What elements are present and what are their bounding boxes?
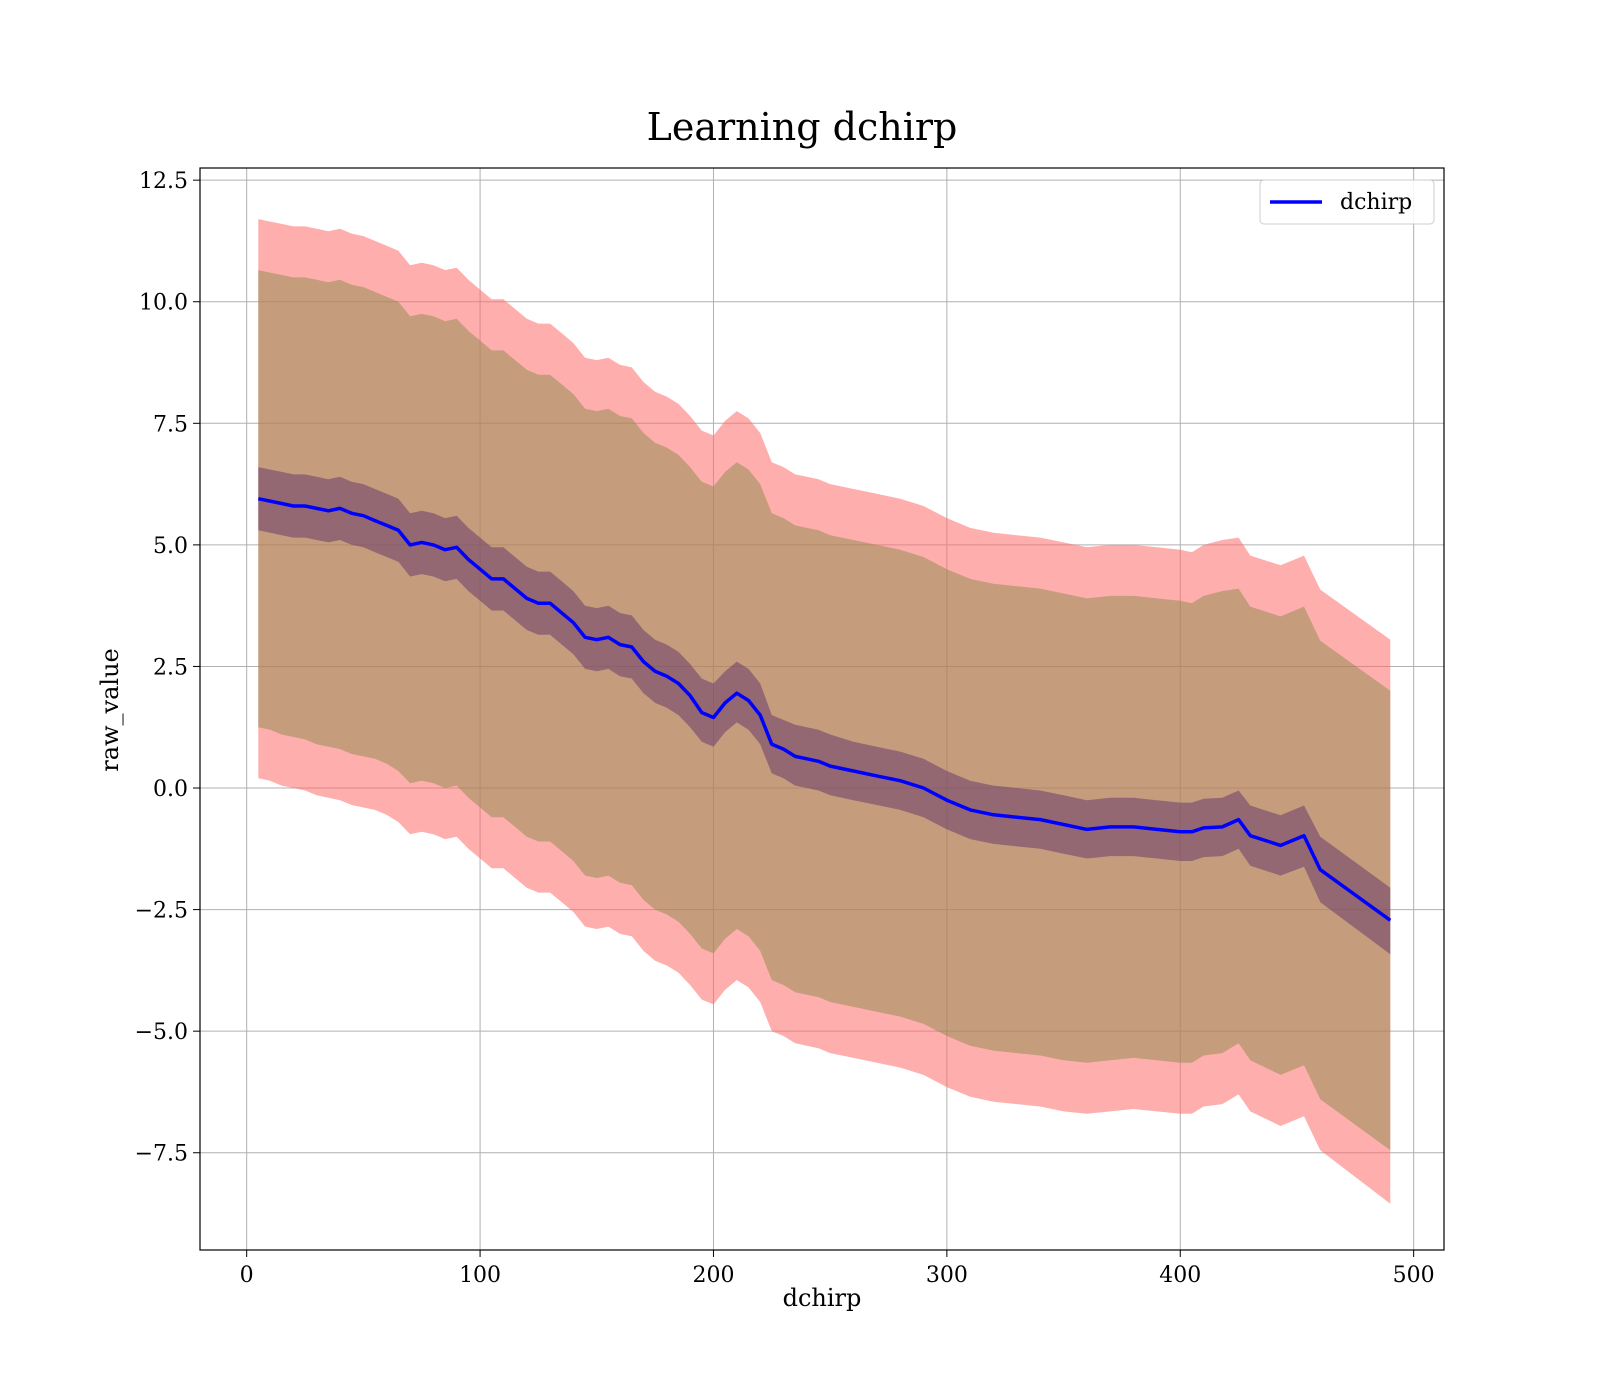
legend-box [1259,179,1435,225]
y-tick-label: −2.5 [135,899,188,924]
chart-title: Learning dchirp [647,105,958,149]
series-lines [257,496,1392,922]
x-axis-label: dchirp [783,1284,862,1312]
plot-frame [199,167,1445,1251]
band-inner [258,467,1391,955]
y-axis-ticks: −7.5 −5.0 −2.5 0.0 2.5 5.0 7.5 10.0 12.5 [135,169,200,1167]
band-middle [258,270,1391,1151]
y-tick-label: 2.5 [153,655,188,680]
y-tick-label: 7.5 [153,412,188,437]
x-tick-label: 200 [692,1263,734,1288]
legend: dchirp [1259,179,1435,225]
y-tick-label: 5.0 [153,534,188,559]
y-tick-label: −7.5 [135,1142,188,1167]
y-tick-label: 0.0 [153,777,188,802]
x-axis-ticks: 0 100 200 300 400 500 [240,1250,1435,1288]
series-line [257,496,1392,922]
y-tick-label: −5.0 [135,1020,188,1045]
x-tick-label: 500 [1393,1263,1435,1288]
legend-label: dchirp [1340,190,1412,215]
x-tick-label: 0 [240,1263,254,1288]
y-tick-label: 12.5 [139,169,188,194]
x-tick-label: 400 [1159,1263,1201,1288]
y-tick-label: 10.0 [139,291,188,316]
confidence-bands [258,219,1391,1204]
x-tick-label: 300 [926,1263,968,1288]
x-tick-label: 100 [459,1263,501,1288]
y-axis-label: raw_value [96,648,124,772]
